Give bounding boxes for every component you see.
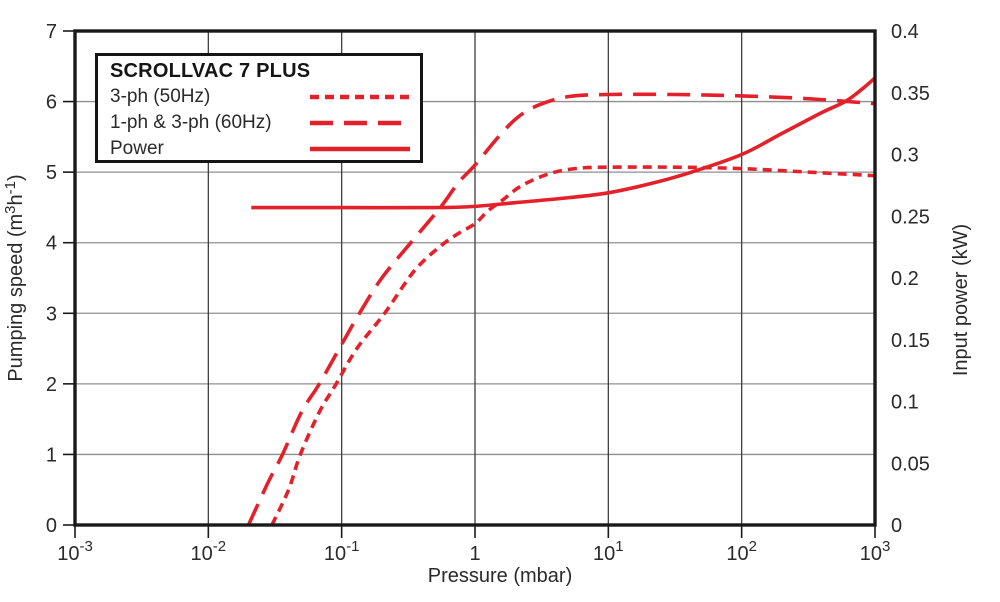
y-right-tick-label: 0.25 [891,206,930,228]
y-left-tick-label: 0 [46,515,57,537]
y-right-tick-label: 0.1 [891,392,919,414]
legend-item-label: 3-ph (50Hz) [110,86,211,107]
y-right-tick-label: 0.05 [891,453,930,475]
y-right-tick-label: 0.3 [891,145,919,167]
x-tick-label: 10-2 [191,538,227,565]
y-right-tick-label: 0.2 [891,268,919,290]
x-tick-label: 102 [726,538,757,565]
legend: SCROLLVAC 7 PLUS 3-ph (50Hz) 1-ph & 3-ph … [95,53,423,163]
y-left-tick-label: 7 [46,21,57,43]
legend-item: Power [110,136,410,162]
plot-frame [73,29,877,527]
y-right-tick-label: 0.15 [891,330,930,352]
legend-line-sample-dotted [310,94,410,100]
y-right-tick-label: 0.4 [891,21,919,43]
x-axis-label: Pressure (mbar) [428,565,572,587]
series-3-ph-50hz [270,165,876,526]
y-right-tick-label: 0 [891,515,902,537]
legend-item: 3-ph (50Hz) [110,84,410,110]
x-tick-label: 1 [469,543,480,565]
legend-item-label: Power [110,138,164,159]
legend-item-label: 1-ph & 3-ph (60Hz) [110,112,272,133]
y-left-tick-label: 6 [46,92,57,114]
legend-item: 1-ph & 3-ph (60Hz) [110,110,410,136]
x-tick-label: 101 [593,538,624,565]
y-left-tick-label: 2 [46,374,57,396]
y-left-tick-label: 3 [46,303,57,325]
y-right-tick-label: 0.35 [891,83,930,105]
y-axis-left-label: Pumping speed (m3h-1) [2,174,27,381]
y-axis-right-label: Input power (kW) [950,224,972,376]
x-tick-label: 10-1 [324,538,360,565]
legend-line-sample-solid [310,146,410,152]
x-tick-label: 10-3 [57,538,93,565]
legend-line-sample-dashed [310,120,410,126]
x-tick-label: 103 [860,538,891,565]
y-left-tick-label: 4 [46,233,57,255]
y-left-tick-label: 1 [46,444,57,466]
series-power [251,76,877,210]
axes: 0 1 2 3 4 5 6 7 0 0.05 0.1 0.15 0.2 0.25 0.3 0.35 0.4 10-… [46,21,930,565]
legend-title: SCROLLVAC 7 PLUS [110,60,311,82]
y-left-tick-label: 5 [46,162,57,184]
series-1-ph-3-ph-60hz [246,92,876,526]
